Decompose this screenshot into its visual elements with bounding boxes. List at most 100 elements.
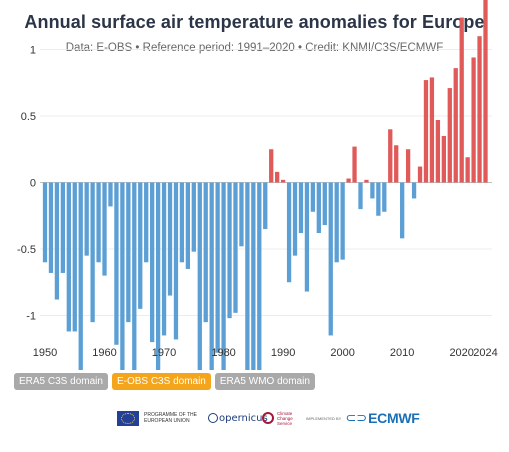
bar-2007[interactable] <box>382 182 387 212</box>
c3s-text: Climate Change Service <box>277 410 293 426</box>
bar-2011[interactable] <box>405 149 411 183</box>
bar-2023[interactable] <box>477 36 482 183</box>
bar-1956[interactable] <box>78 182 83 371</box>
axis-layer: 1.5°C10.50-0.5-1-1.5-2195019601970198019… <box>17 45 498 360</box>
bar-2018[interactable] <box>447 88 452 183</box>
bar-1978[interactable] <box>209 182 214 371</box>
bar-1964[interactable] <box>126 182 131 323</box>
bar-1953[interactable] <box>60 182 66 273</box>
bar-1954[interactable] <box>66 182 71 332</box>
bar-1963[interactable] <box>120 182 125 371</box>
bar-1977[interactable] <box>203 182 208 323</box>
bar-2013[interactable] <box>417 166 423 183</box>
bar-2008[interactable] <box>388 129 393 183</box>
implemented-by-text: IMPLEMENTED BY <box>306 415 342 421</box>
bar-2009[interactable] <box>394 145 399 183</box>
bar-2000[interactable] <box>340 182 345 260</box>
bar-1965[interactable] <box>132 182 137 371</box>
domain-selector: ERA5 C3S domain E-OBS C3S domain ERA5 WM… <box>14 373 315 390</box>
bar-1972[interactable] <box>173 182 179 340</box>
bar-2012[interactable] <box>411 182 417 199</box>
bar-1952[interactable] <box>54 182 60 300</box>
bar-layer <box>42 0 488 371</box>
y-tick-label: 1 <box>30 45 36 57</box>
chip-eobs-c3s-domain[interactable]: E-OBS C3S domain <box>111 373 211 390</box>
chip-era5-c3s-domain[interactable]: ERA5 C3S domain <box>14 373 108 390</box>
bar-2003[interactable] <box>358 182 363 210</box>
bar-1957[interactable] <box>84 182 89 256</box>
x-tick-label: 1970 <box>152 347 176 359</box>
bar-2001[interactable] <box>346 178 351 183</box>
bar-1979[interactable] <box>215 182 220 353</box>
chart-title: Annual surface air temperature anomalies… <box>24 12 485 32</box>
copernicus-c-icon <box>208 412 218 423</box>
bar-1951[interactable] <box>48 182 54 273</box>
bar-1989[interactable] <box>275 171 280 183</box>
bar-1993[interactable] <box>298 182 304 234</box>
bar-2022[interactable] <box>471 57 476 183</box>
bar-1984[interactable] <box>245 182 250 371</box>
bar-2004[interactable] <box>364 179 369 183</box>
chart-subtitle: Data: E-OBS • Reference period: 1991–202… <box>65 42 444 54</box>
bar-1959[interactable] <box>96 182 101 263</box>
x-tick-label: 1990 <box>271 347 295 359</box>
bar-2006[interactable] <box>376 182 381 216</box>
bar-2021[interactable] <box>465 157 470 183</box>
bar-1955[interactable] <box>72 182 77 332</box>
bar-2024[interactable] <box>483 0 488 183</box>
temperature-anomaly-chart: 1.5°C10.50-0.5-1-1.5-2195019601970198019… <box>17 0 498 371</box>
bar-2020[interactable] <box>459 17 464 183</box>
bar-1971[interactable] <box>167 182 173 296</box>
eu-programme-text: PROGRAMME OF THE EUROPEAN UNION <box>144 412 197 424</box>
x-tick-label: 2010 <box>390 347 414 359</box>
bar-1950[interactable] <box>42 182 48 263</box>
bar-2019[interactable] <box>453 68 458 183</box>
bar-1983[interactable] <box>239 182 244 247</box>
bar-1994[interactable] <box>304 182 310 292</box>
bar-1967[interactable] <box>144 182 149 263</box>
bar-1998[interactable] <box>328 182 333 336</box>
bar-1961[interactable] <box>108 182 113 207</box>
bar-1962[interactable] <box>114 182 119 345</box>
bar-1995[interactable] <box>310 182 316 212</box>
bar-1980[interactable] <box>221 182 226 371</box>
bar-2014[interactable] <box>423 80 429 183</box>
x-tick-label: 2000 <box>330 347 354 359</box>
bar-1975[interactable] <box>191 182 196 252</box>
bar-1968[interactable] <box>150 182 155 343</box>
bar-1999[interactable] <box>334 182 339 263</box>
bar-1990[interactable] <box>280 179 286 183</box>
bar-1958[interactable] <box>90 182 95 323</box>
bar-1987[interactable] <box>263 182 268 230</box>
bar-2015[interactable] <box>429 77 435 183</box>
bar-2016[interactable] <box>435 119 441 183</box>
bar-2002[interactable] <box>352 146 357 183</box>
bar-1992[interactable] <box>292 182 298 256</box>
bar-1974[interactable] <box>185 182 191 269</box>
y-tick-label: -0.5 <box>17 244 36 256</box>
chip-era5-wmo-domain[interactable]: ERA5 WMO domain <box>214 373 315 390</box>
eu-programme-logo: PROGRAMME OF THE EUROPEAN UNION <box>117 404 204 432</box>
bar-1960[interactable] <box>102 182 107 276</box>
bar-1996[interactable] <box>316 182 321 234</box>
bar-1973[interactable] <box>179 182 185 263</box>
bar-1970[interactable] <box>161 182 167 336</box>
ecmwf-logo: IMPLEMENTED BY ⊂⊃ ECMWF <box>306 404 420 432</box>
bar-1976[interactable] <box>197 182 202 371</box>
bar-1985[interactable] <box>251 182 256 371</box>
bar-1986[interactable] <box>257 182 262 371</box>
bar-2005[interactable] <box>370 182 375 199</box>
copernicus-text: opernicus <box>219 412 268 424</box>
bar-1969[interactable] <box>155 182 161 371</box>
bar-1997[interactable] <box>322 182 327 226</box>
bar-1982[interactable] <box>233 182 238 313</box>
bar-1991[interactable] <box>286 182 292 283</box>
y-tick-label: -1 <box>26 311 36 323</box>
bar-1981[interactable] <box>227 182 232 319</box>
c3s-logo: Climate Change Service <box>262 404 305 432</box>
x-tick-label: 2020 <box>449 347 473 359</box>
bar-1988[interactable] <box>269 149 274 183</box>
bar-2010[interactable] <box>400 182 405 239</box>
bar-1966[interactable] <box>138 182 143 309</box>
bar-2017[interactable] <box>441 135 446 183</box>
